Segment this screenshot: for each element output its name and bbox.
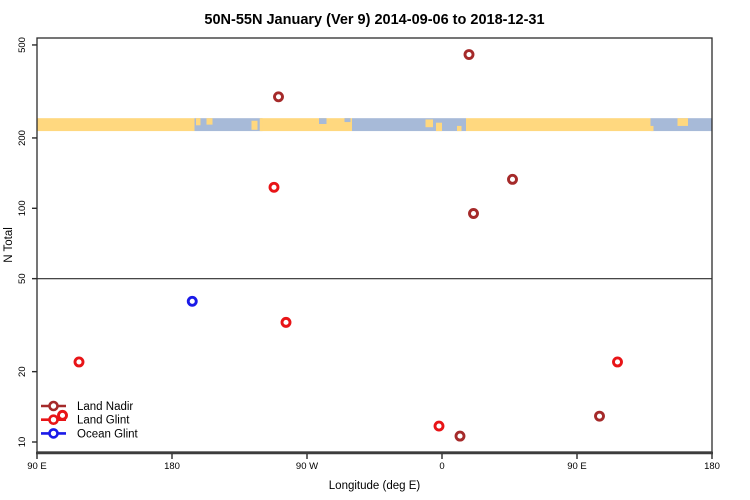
y-tick-label: 10	[17, 437, 28, 448]
map-band-speckle-land	[436, 122, 442, 132]
x-tick-label: 90 E	[27, 461, 47, 472]
map-band-speckle-land	[650, 125, 654, 132]
x-tick-label: 0	[439, 461, 444, 472]
map-band-speckle-land	[677, 118, 688, 126]
map-band-land	[262, 118, 352, 132]
land-nadir-point	[273, 91, 284, 103]
land-glint-point	[612, 356, 623, 368]
y-axis-label: N Total	[3, 227, 15, 263]
y-tick-label: 500	[17, 37, 28, 53]
land-nadir-point	[454, 430, 466, 442]
y-tick-label: 200	[17, 130, 28, 146]
land-glint-point	[57, 409, 68, 421]
x-tick-label: 90 W	[296, 461, 318, 472]
chart-title: 50N-55N January (Ver 9) 2014-09-06 to 20…	[204, 12, 544, 28]
x-axis-label: Longitude (deg E)	[329, 480, 421, 492]
y-tick-label: 50	[17, 273, 28, 284]
map-band-speckle-land	[259, 118, 263, 132]
map-band-speckle-ocean	[319, 118, 327, 124]
map-band-speckle-ocean	[344, 118, 351, 123]
x-tick-label: 90 E	[567, 461, 587, 472]
legend-marker-icon	[48, 400, 59, 412]
map-band-speckle-land	[206, 118, 213, 125]
map-band-ocean	[352, 118, 466, 132]
map-band-land	[37, 118, 195, 132]
legend-marker-icon	[48, 414, 59, 426]
x-tick-label: 180	[164, 461, 180, 472]
land-glint-point	[73, 356, 85, 368]
legend-label: Land Nadir	[77, 401, 133, 413]
land-nadir-point	[463, 49, 475, 60]
land-glint-point	[280, 316, 292, 328]
legend-label: Land Glint	[77, 415, 130, 427]
ocean-glint-point	[186, 295, 198, 307]
legend-marker-icon	[48, 428, 59, 439]
land-glint-point	[268, 181, 280, 193]
map-band-land	[466, 118, 651, 132]
y-tick-label: 100	[17, 200, 28, 216]
map-band-speckle-land	[425, 119, 433, 128]
x-tick-label: 180	[704, 461, 720, 472]
land-nadir-point	[468, 208, 479, 219]
plot-frame	[36, 37, 713, 453]
land-glint-point	[433, 420, 445, 432]
land-nadir-point	[594, 410, 605, 422]
map-band-speckle-land	[457, 125, 462, 132]
map-band-speckle-land	[251, 120, 258, 130]
y-tick-label: 20	[17, 366, 28, 377]
legend-label: Ocean Glint	[77, 428, 139, 440]
map-band-speckle-land	[196, 118, 201, 126]
land-nadir-point	[507, 173, 518, 185]
